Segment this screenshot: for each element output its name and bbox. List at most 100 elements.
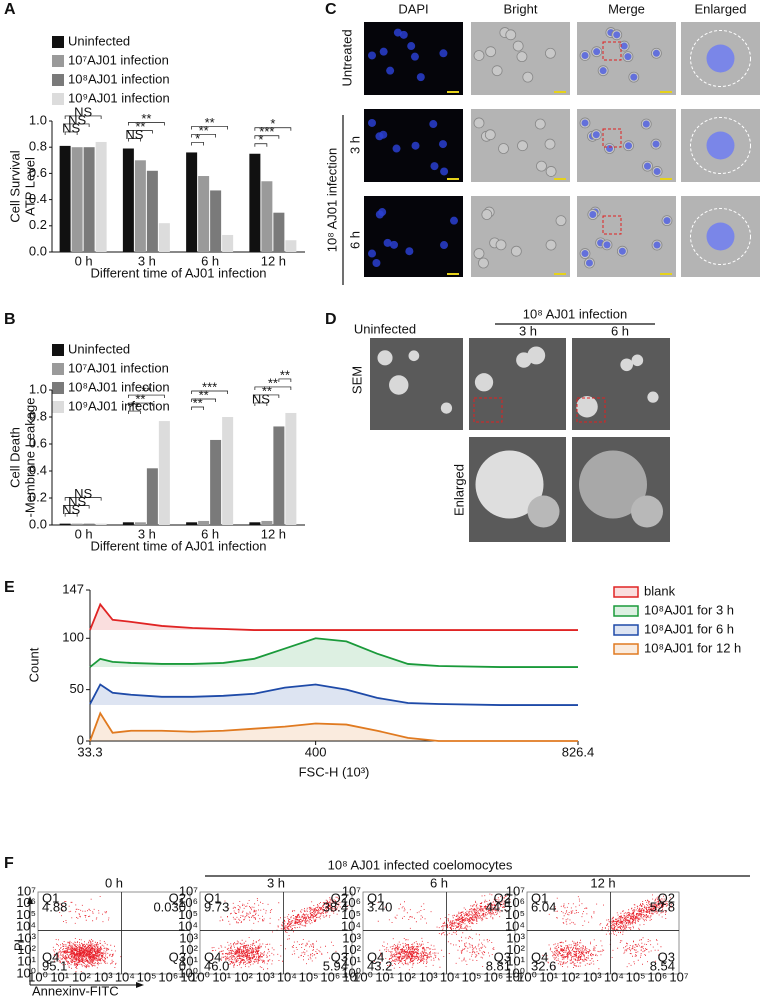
bar	[146, 170, 158, 252]
cell	[498, 143, 509, 154]
curve	[89, 602, 578, 631]
significance-label: **	[268, 375, 278, 390]
cell	[545, 166, 557, 177]
legend-label: 10⁷AJ01 infection	[68, 360, 169, 375]
y-tick-label: 10¹	[17, 954, 36, 969]
legend-swatch	[52, 382, 64, 394]
legend-label: 10⁸AJ01 infection	[68, 71, 170, 86]
quadrant-value: 5.94	[323, 958, 348, 973]
significance-label: **	[193, 395, 203, 410]
quadrant-value: 4.88	[42, 899, 67, 914]
x-tick-label: 12 h	[261, 253, 286, 268]
significance-label: ***	[202, 379, 217, 394]
nucleus	[379, 47, 388, 56]
nucleus	[581, 250, 589, 258]
quadrant-value: 43.2	[367, 958, 392, 973]
bar	[222, 417, 234, 525]
column-header: DAPI	[398, 1, 428, 16]
legend-swatch	[52, 93, 64, 105]
nucleus	[407, 42, 416, 51]
x-axis-label: Annexinv-FITC	[32, 983, 119, 998]
significance-bracket	[64, 513, 78, 517]
nucleus	[653, 167, 661, 175]
curve	[89, 637, 578, 668]
significance-label: *	[195, 131, 200, 146]
nucleus	[630, 73, 638, 81]
cell	[495, 239, 507, 251]
legend-swatch	[613, 586, 639, 598]
column-header: 6 h	[611, 323, 629, 338]
x-tick-label: 10³	[583, 969, 602, 984]
bar	[273, 426, 285, 525]
quadrant-name: Q3	[658, 949, 675, 964]
cell	[620, 358, 633, 372]
significance-bracket	[191, 406, 204, 410]
quadrant-name: Q2	[169, 890, 186, 905]
significance-bracket	[191, 134, 216, 138]
quadrant-value: 9.73	[204, 899, 229, 914]
cell	[510, 245, 522, 257]
x-tick-label: 10³	[256, 969, 275, 984]
nucleus	[581, 51, 589, 59]
nucleus	[440, 167, 449, 176]
x-tick-label: 10²	[561, 969, 580, 984]
significance-bracket	[128, 130, 153, 134]
row-label: SEM	[349, 366, 364, 394]
significance-bracket	[128, 402, 153, 407]
significance-label: *	[270, 116, 275, 131]
x-tick-label: 10²	[72, 969, 91, 984]
nucleus	[642, 120, 650, 128]
x-tick-label: 10⁵	[462, 969, 482, 984]
y-tick-label: 10⁵	[341, 907, 361, 922]
significance-label: **	[135, 391, 145, 406]
x-tick-label: 10⁷	[505, 969, 524, 984]
bar	[59, 523, 71, 525]
nucleus	[392, 144, 401, 153]
legend-swatch	[613, 605, 639, 617]
row-label: Enlarged	[451, 464, 466, 516]
significance-label: **	[129, 399, 139, 414]
bar	[158, 223, 170, 252]
significance-bracket	[254, 394, 280, 398]
y-axis-label: Cell Survival	[7, 150, 22, 222]
significance-bracket	[128, 122, 165, 126]
zoom-box	[602, 128, 622, 148]
significance-bracket	[64, 123, 90, 127]
x-tick-label: 400	[305, 744, 327, 759]
significance-bracket	[254, 135, 280, 139]
y-tick-label: 0.6	[29, 435, 47, 450]
significance-bracket	[191, 398, 216, 402]
y-tick-label: 10⁶	[178, 895, 198, 910]
x-axis-label: Different time of AJ01 infection	[90, 538, 266, 553]
cell-outline	[690, 208, 751, 265]
x-tick-label: 10⁰	[190, 969, 210, 984]
zoom-box	[576, 397, 606, 423]
panel-letter: C	[325, 1, 337, 18]
quadrant-name: Q4	[204, 949, 221, 964]
bar	[273, 212, 285, 252]
nucleus	[652, 140, 660, 148]
significance-label: **	[199, 123, 209, 138]
significance-bracket	[64, 115, 102, 119]
x-tick-label: 10³	[419, 969, 438, 984]
bar	[95, 523, 107, 525]
x-tick-label: 6 h	[201, 526, 219, 541]
cell	[473, 50, 485, 61]
arrow-head	[27, 896, 33, 904]
y-tick-label: 10⁴	[341, 919, 361, 934]
quadrant-value: 52.8	[650, 899, 675, 914]
bar	[71, 523, 83, 525]
x-tick-label: 0 h	[75, 253, 93, 268]
group-label: 10⁸ AJ01 infection	[324, 148, 339, 253]
x-tick-label: 10²	[234, 969, 253, 984]
significance-bracket	[254, 143, 268, 147]
significance-label: NS	[74, 486, 92, 501]
plot-frame	[526, 891, 680, 975]
quadrant-value: 44.5	[486, 899, 511, 914]
significance-bracket	[128, 394, 165, 399]
quadrant-name: Q3	[331, 949, 348, 964]
y-tick-label: 10⁰	[16, 965, 36, 980]
bar	[83, 523, 95, 525]
significance-label: *	[258, 132, 263, 147]
x-tick-label: 10⁴	[604, 969, 624, 984]
